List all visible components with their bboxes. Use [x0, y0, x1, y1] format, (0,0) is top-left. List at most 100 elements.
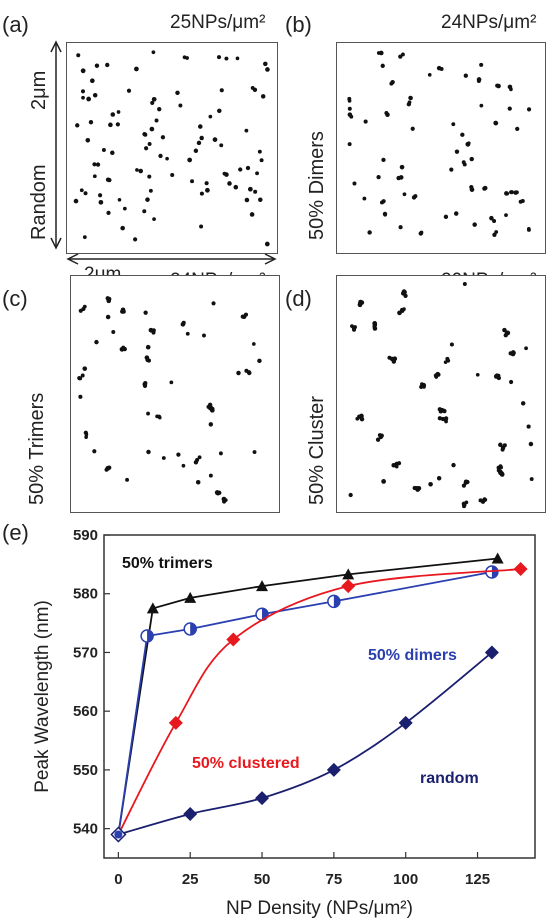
x-tick-label: 0	[114, 871, 122, 888]
nanoparticle	[135, 168, 139, 172]
nanoparticle	[502, 327, 507, 333]
data-point	[398, 715, 413, 730]
nanoparticle	[433, 373, 439, 378]
nanoparticle	[119, 346, 125, 352]
nanoparticle	[199, 135, 204, 141]
nanoparticle	[98, 193, 103, 198]
y-tick-label: 580	[73, 586, 98, 603]
nanoparticle	[406, 102, 412, 107]
data-point	[326, 762, 341, 777]
nanoparticle	[462, 162, 467, 167]
nanoparticle	[219, 143, 224, 148]
nanoparticle	[142, 209, 147, 214]
nanoparticle	[75, 123, 80, 128]
nanoparticle	[258, 197, 263, 202]
nanoparticle	[427, 73, 432, 77]
nanoparticle	[509, 190, 514, 195]
nanoparticle	[511, 350, 516, 356]
origin-data-point	[110, 826, 127, 843]
nanoparticle	[185, 331, 190, 336]
nanoparticle	[402, 307, 406, 311]
panel-d-box	[336, 275, 546, 513]
nanoparticle	[265, 67, 270, 72]
nanoparticle	[352, 327, 357, 332]
nanoparticle	[110, 112, 116, 117]
nanoparticle	[445, 356, 450, 361]
nanoparticle	[350, 324, 354, 328]
panel-a-particles	[73, 50, 270, 247]
nanoparticle	[352, 181, 357, 186]
nanoparticle	[499, 465, 504, 470]
nanoparticle	[362, 196, 367, 201]
nanoparticle	[381, 479, 386, 484]
nanoparticle	[101, 147, 106, 152]
nanoparticle	[503, 333, 508, 338]
nanoparticle	[443, 214, 449, 220]
nanoparticle	[107, 465, 112, 470]
nanoparticle	[529, 477, 534, 482]
nanoparticle	[78, 308, 83, 313]
nanoparticle	[235, 56, 240, 61]
data-point	[327, 594, 341, 609]
nanoparticle	[199, 224, 204, 229]
panel-d-side-label: 50% Cluster	[306, 396, 328, 505]
nanoparticle	[223, 498, 228, 502]
nanoparticle	[92, 449, 97, 454]
nanoparticle	[413, 194, 418, 199]
nanoparticle	[482, 186, 487, 191]
data-point	[168, 715, 183, 730]
nanoparticle	[207, 402, 213, 408]
nanoparticle	[247, 186, 253, 192]
nanoparticle	[216, 55, 222, 60]
nanoparticle	[349, 114, 354, 119]
nanoparticle	[475, 372, 480, 377]
nanoparticle	[399, 164, 405, 170]
nanoparticle	[348, 492, 353, 498]
nanoparticle	[264, 241, 270, 247]
series-label: 50% clustered	[192, 755, 300, 772]
nanoparticle	[402, 289, 407, 295]
nanoparticle	[469, 187, 475, 192]
nanoparticle	[147, 142, 152, 146]
nanoparticle	[252, 342, 256, 346]
nanoparticle	[520, 401, 526, 406]
nanoparticle	[253, 189, 258, 194]
nanoparticle	[461, 483, 467, 488]
nanoparticle	[219, 88, 224, 93]
nanoparticle	[479, 62, 484, 67]
nanoparticle	[105, 177, 111, 182]
nanoparticle	[507, 106, 512, 111]
nanoparticle	[263, 61, 268, 67]
nanoparticle	[150, 100, 155, 106]
nanoparticle	[257, 358, 262, 364]
nanoparticle	[143, 310, 148, 315]
panel-a-box	[66, 42, 278, 254]
series-label: 50% dimers	[368, 647, 457, 664]
nanoparticle	[438, 409, 443, 414]
nanoparticle	[391, 463, 396, 468]
nanoparticle	[466, 141, 471, 145]
y-tick-label: 540	[73, 821, 98, 838]
y-tick-label: 590	[73, 527, 98, 544]
nanoparticle	[76, 53, 81, 58]
nanoparticle	[397, 310, 402, 316]
nanoparticle	[528, 441, 534, 447]
nanoparticle	[524, 346, 528, 351]
nanoparticle	[451, 122, 456, 127]
y-tick-label: 570	[73, 644, 98, 661]
nanoparticle	[178, 103, 183, 108]
nanoparticle	[255, 171, 259, 176]
nanoparticle	[146, 449, 151, 455]
data-point	[183, 622, 197, 636]
nanoparticle	[145, 197, 150, 202]
nanoparticle	[408, 96, 413, 101]
nanoparticle	[151, 96, 157, 102]
nanoparticle	[238, 167, 243, 172]
nanoparticle	[252, 87, 258, 92]
nanoparticle	[367, 230, 372, 235]
nanoparticle	[92, 162, 97, 167]
nanoparticle	[142, 383, 148, 388]
nanoparticle	[108, 122, 113, 128]
nanoparticle	[138, 168, 144, 174]
panel-b-density: 24NPs/μm²	[441, 12, 537, 33]
